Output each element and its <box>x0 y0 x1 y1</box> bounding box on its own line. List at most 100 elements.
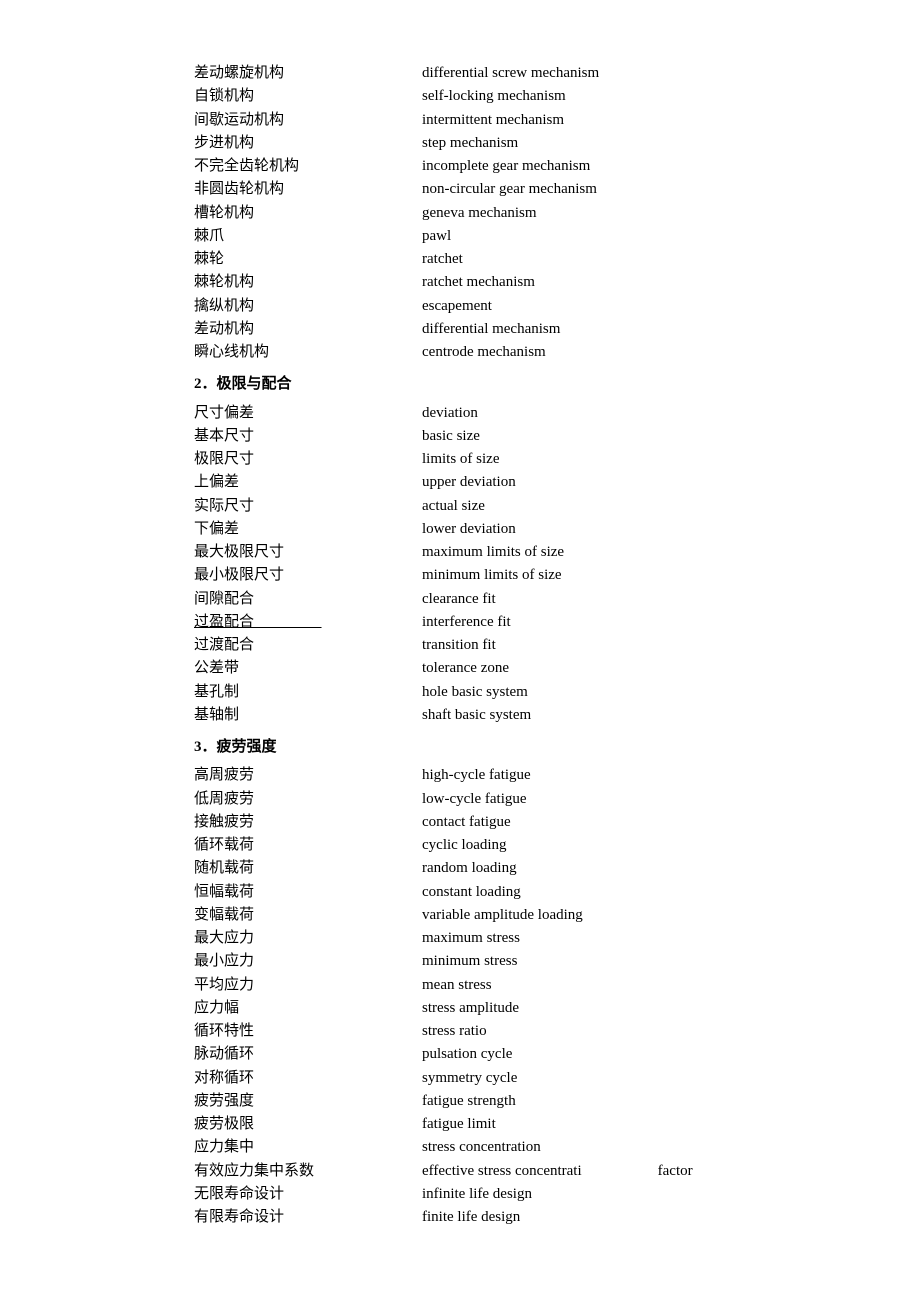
term-english: maximum limits of size <box>422 541 920 564</box>
term-row: 基轴制shaft basic system <box>194 704 920 727</box>
term-english: low-cycle fatigue <box>422 788 920 811</box>
term-row: 实际尺寸actual size <box>194 495 920 518</box>
term-english: ratchet <box>422 248 920 271</box>
term-chinese: 循环特性 <box>194 1020 422 1043</box>
term-english: infinite life design <box>422 1183 920 1206</box>
term-english: tolerance zone <box>422 657 920 680</box>
term-chinese: 非圆齿轮机构 <box>194 178 422 201</box>
term-chinese: 下偏差 <box>194 518 422 541</box>
term-row: 对称循环symmetry cycle <box>194 1067 920 1090</box>
term-row: 应力幅stress amplitude <box>194 997 920 1020</box>
term-row: 疲劳强度fatigue strength <box>194 1090 920 1113</box>
term-english: stress concentration <box>422 1136 920 1159</box>
term-row: 循环特性stress ratio <box>194 1020 920 1043</box>
term-chinese: 最大应力 <box>194 927 422 950</box>
term-row: 最小应力minimum stress <box>194 950 920 973</box>
term-english: constant loading <box>422 881 920 904</box>
term-english: cyclic loading <box>422 834 920 857</box>
term-chinese: 过盈配合 <box>194 611 422 634</box>
term-chinese: 差动螺旋机构 <box>194 62 422 85</box>
term-chinese: 上偏差 <box>194 471 422 494</box>
term-chinese: 过渡配合 <box>194 634 422 657</box>
term-chinese: 擒纵机构 <box>194 295 422 318</box>
term-chinese: 差动机构 <box>194 318 422 341</box>
term-english: intermittent mechanism <box>422 109 920 132</box>
term-row: 最小极限尺寸minimum limits of size <box>194 564 920 587</box>
term-chinese: 循环载荷 <box>194 834 422 857</box>
term-english: escapement <box>422 295 920 318</box>
term-chinese: 应力幅 <box>194 997 422 1020</box>
term-chinese: 最小极限尺寸 <box>194 564 422 587</box>
term-row: 脉动循环pulsation cycle <box>194 1043 920 1066</box>
term-row: 自锁机构self-locking mechanism <box>194 85 920 108</box>
term-chinese: 应力集中 <box>194 1136 422 1159</box>
term-chinese: 接触疲劳 <box>194 811 422 834</box>
term-row: 步进机构step mechanism <box>194 132 920 155</box>
term-english: upper deviation <box>422 471 920 494</box>
term-english: symmetry cycle <box>422 1067 920 1090</box>
term-chinese: 公差带 <box>194 657 422 680</box>
term-chinese: 基孔制 <box>194 681 422 704</box>
term-row: 公差带tolerance zone <box>194 657 920 680</box>
term-row: 棘爪pawl <box>194 225 920 248</box>
term-english: lower deviation <box>422 518 920 541</box>
section-heading: 2．极限与配合 <box>194 373 920 396</box>
term-english: fatigue limit <box>422 1113 920 1136</box>
term-english-extra: factor <box>582 1163 693 1179</box>
term-english: stress amplitude <box>422 997 920 1020</box>
term-row: 无限寿命设计infinite life design <box>194 1183 920 1206</box>
term-english: high-cycle fatigue <box>422 764 920 787</box>
term-row: 差动机构differential mechanism <box>194 318 920 341</box>
term-row: 最大极限尺寸maximum limits of size <box>194 541 920 564</box>
term-row: 非圆齿轮机构non-circular gear mechanism <box>194 178 920 201</box>
term-chinese: 不完全齿轮机构 <box>194 155 422 178</box>
term-english: minimum limits of size <box>422 564 920 587</box>
term-english: step mechanism <box>422 132 920 155</box>
term-english: pawl <box>422 225 920 248</box>
term-row: 间隙配合clearance fit <box>194 588 920 611</box>
term-chinese: 间歇运动机构 <box>194 109 422 132</box>
term-english: differential mechanism <box>422 318 920 341</box>
term-chinese: 最大极限尺寸 <box>194 541 422 564</box>
term-english: minimum stress <box>422 950 920 973</box>
term-chinese: 平均应力 <box>194 974 422 997</box>
term-row: 疲劳极限fatigue limit <box>194 1113 920 1136</box>
term-chinese: 基本尺寸 <box>194 425 422 448</box>
term-chinese: 极限尺寸 <box>194 448 422 471</box>
term-english: geneva mechanism <box>422 202 920 225</box>
term-english: self-locking mechanism <box>422 85 920 108</box>
term-english: mean stress <box>422 974 920 997</box>
term-english: shaft basic system <box>422 704 920 727</box>
term-row: 应力集中stress concentration <box>194 1136 920 1159</box>
term-chinese: 高周疲劳 <box>194 764 422 787</box>
term-english: clearance fit <box>422 588 920 611</box>
term-row: 瞬心线机构centrode mechanism <box>194 341 920 364</box>
term-row: 不完全齿轮机构incomplete gear mechanism <box>194 155 920 178</box>
term-row: 最大应力maximum stress <box>194 927 920 950</box>
term-row: 循环载荷cyclic loading <box>194 834 920 857</box>
term-chinese: 有限寿命设计 <box>194 1206 422 1229</box>
term-english: stress ratio <box>422 1020 920 1043</box>
term-english: deviation <box>422 402 920 425</box>
term-english: variable amplitude loading <box>422 904 920 927</box>
term-chinese: 低周疲劳 <box>194 788 422 811</box>
term-chinese: 有效应力集中系数 <box>194 1160 422 1183</box>
term-english: ratchet mechanism <box>422 271 920 294</box>
term-chinese: 无限寿命设计 <box>194 1183 422 1206</box>
term-chinese: 棘轮 <box>194 248 422 271</box>
term-english: transition fit <box>422 634 920 657</box>
term-row: 变幅载荷variable amplitude loading <box>194 904 920 927</box>
term-chinese: 棘轮机构 <box>194 271 422 294</box>
section-heading: 3．疲劳强度 <box>194 736 920 759</box>
term-chinese: 最小应力 <box>194 950 422 973</box>
term-chinese: 随机载荷 <box>194 857 422 880</box>
glossary-content: 差动螺旋机构differential screw mechanism自锁机构se… <box>194 62 920 1229</box>
term-english: limits of size <box>422 448 920 471</box>
term-chinese: 自锁机构 <box>194 85 422 108</box>
term-english: random loading <box>422 857 920 880</box>
term-chinese: 瞬心线机构 <box>194 341 422 364</box>
term-english: contact fatigue <box>422 811 920 834</box>
term-row: 平均应力mean stress <box>194 974 920 997</box>
term-chinese: 实际尺寸 <box>194 495 422 518</box>
term-row: 低周疲劳low-cycle fatigue <box>194 788 920 811</box>
